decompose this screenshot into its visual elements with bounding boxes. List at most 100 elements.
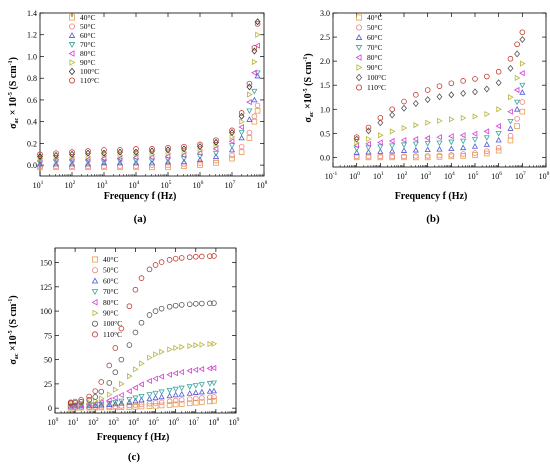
data-point — [229, 127, 235, 134]
data-point — [132, 384, 138, 391]
data-point — [449, 116, 455, 123]
data-point — [401, 124, 408, 132]
series-a-7 — [37, 18, 261, 160]
data-point — [460, 114, 467, 121]
legend-entry: 80°C — [367, 53, 383, 62]
data-point — [254, 108, 261, 114]
data-point — [172, 391, 179, 398]
data-point — [211, 397, 217, 404]
data-point — [132, 402, 139, 408]
data-point — [84, 156, 91, 163]
data-point — [69, 150, 75, 158]
y-axis-title-b-unit: (S cm — [303, 61, 314, 88]
data-point — [165, 146, 171, 154]
legend-marker — [355, 24, 362, 31]
data-point — [119, 380, 125, 387]
data-point — [152, 403, 159, 409]
data-point — [514, 116, 520, 122]
data-point — [85, 148, 91, 154]
legend-entry: 40°C — [80, 13, 96, 22]
data-point — [483, 85, 490, 93]
series-a-5 — [36, 42, 260, 164]
data-point — [239, 118, 245, 125]
legend-entry: 60°C — [103, 276, 119, 285]
data-point — [448, 91, 455, 99]
data-point — [207, 300, 213, 307]
data-point — [192, 366, 199, 373]
data-point — [519, 35, 526, 43]
data-point — [211, 253, 217, 259]
data-point — [132, 286, 139, 293]
data-point — [152, 308, 159, 314]
data-point — [448, 80, 455, 87]
plot-area-a — [39, 12, 265, 177]
data-point — [126, 342, 133, 348]
data-point — [37, 155, 44, 162]
data-point — [520, 60, 526, 67]
data-point — [412, 136, 419, 143]
series-b-6 — [354, 60, 526, 147]
legend-marker — [91, 299, 98, 306]
data-point — [198, 382, 205, 388]
data-point — [229, 152, 235, 159]
data-point — [413, 154, 419, 161]
data-point — [186, 400, 193, 407]
data-point — [436, 93, 443, 101]
data-point — [496, 106, 502, 113]
data-point — [118, 356, 125, 363]
data-point — [472, 88, 478, 96]
data-point — [178, 255, 185, 261]
data-point — [424, 87, 431, 93]
y-axis-title-c-unit: (S cm — [8, 303, 19, 330]
data-point — [146, 392, 153, 398]
legend-marker — [355, 45, 363, 51]
data-point — [238, 130, 245, 136]
data-point — [158, 259, 165, 265]
data-point — [207, 253, 213, 259]
legend-entry: 70°C — [103, 287, 119, 296]
data-point — [471, 143, 479, 149]
plot-area-c — [54, 247, 237, 414]
x-tick-label: 107 — [225, 180, 236, 190]
data-point — [519, 29, 526, 36]
data-point — [207, 394, 213, 401]
data-point — [187, 342, 193, 350]
legend-entry: 110°C — [103, 330, 122, 339]
data-point — [192, 301, 199, 307]
legend-entry: 40°C — [367, 13, 383, 22]
data-point — [212, 150, 220, 157]
data-point — [507, 132, 514, 139]
data-point — [165, 144, 171, 151]
data-point — [495, 144, 502, 151]
data-point — [69, 153, 76, 160]
data-point — [495, 68, 502, 75]
data-point — [459, 132, 466, 139]
data-point — [472, 76, 478, 82]
data-point — [448, 145, 455, 152]
data-point — [178, 368, 185, 376]
data-point — [413, 122, 420, 129]
data-point — [436, 152, 443, 159]
data-point — [118, 398, 125, 405]
data-point — [196, 150, 203, 157]
data-point — [165, 164, 171, 171]
data-point — [167, 346, 173, 353]
data-point — [172, 386, 179, 393]
data-point — [213, 137, 219, 143]
data-point — [495, 136, 502, 143]
data-point — [401, 153, 407, 160]
data-point — [146, 400, 153, 407]
data-point — [519, 108, 526, 115]
legend-entry: 90°C — [103, 309, 119, 318]
x-tick-label: 108 — [209, 417, 220, 427]
data-point — [138, 403, 145, 410]
data-point — [186, 367, 193, 374]
legend-entry: 50°C — [103, 266, 119, 275]
data-point — [246, 108, 253, 115]
legend-entry: 70°C — [80, 40, 96, 49]
data-point — [413, 92, 419, 98]
data-point — [132, 154, 139, 161]
data-point — [213, 160, 219, 166]
data-point — [106, 380, 113, 386]
